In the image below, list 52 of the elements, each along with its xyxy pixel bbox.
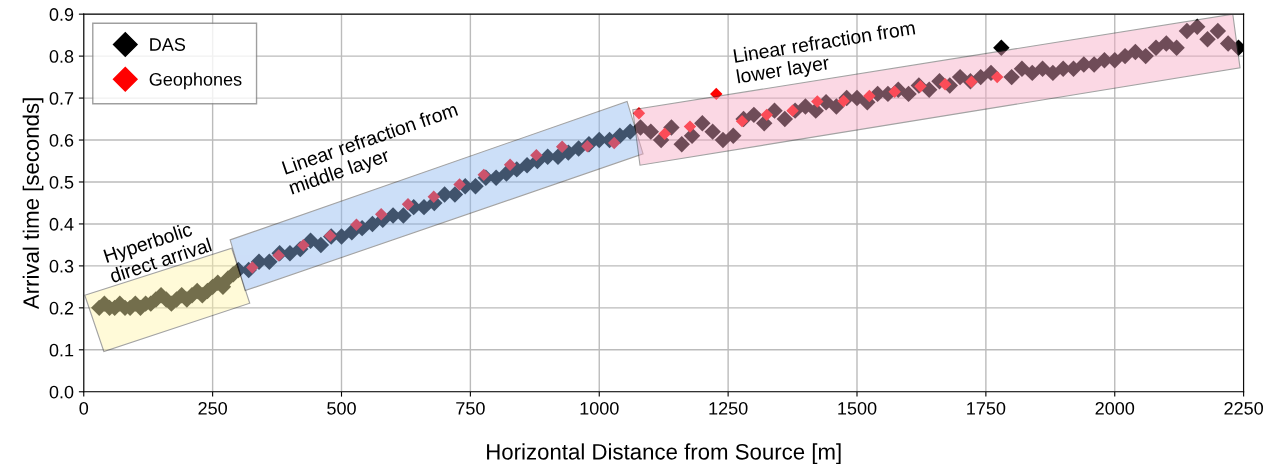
point <box>607 136 621 150</box>
y-tick-label: 0.8 <box>49 50 74 63</box>
point <box>503 158 517 171</box>
point <box>786 104 799 117</box>
y-tick-label: 0.3 <box>49 259 74 273</box>
y-tick-label: 0.2 <box>49 301 74 315</box>
x-axis-title: Horizontal Distance from Source [m] <box>487 443 841 465</box>
point <box>530 148 543 162</box>
point <box>297 239 310 252</box>
point <box>914 80 927 93</box>
point <box>581 140 594 153</box>
point <box>453 178 466 191</box>
y-tick-label: 0.1 <box>49 343 74 357</box>
x-tick-label: 250 <box>198 401 227 415</box>
x-tick-label: 1500 <box>838 401 877 415</box>
y-tick-label: 0.9 <box>49 8 74 21</box>
legend-label: Geophones <box>149 72 242 90</box>
point <box>658 127 671 140</box>
y-tick-label: 0.4 <box>49 217 74 231</box>
point <box>632 106 646 120</box>
point <box>811 95 824 108</box>
point <box>863 89 876 103</box>
y-tick-label: 0.6 <box>49 133 74 147</box>
point <box>991 70 1004 84</box>
x-tick-label: 1250 <box>709 401 748 415</box>
point <box>760 108 773 122</box>
x-tick-label: 750 <box>456 401 485 415</box>
point <box>350 218 363 231</box>
point <box>374 208 388 221</box>
point <box>837 94 850 108</box>
x-tick-label: 500 <box>327 401 356 415</box>
point <box>888 85 901 98</box>
x-tick-label: 2250 <box>1224 401 1263 415</box>
point <box>427 190 440 203</box>
annotation: Linear refraction from lower layer <box>733 20 916 88</box>
point <box>401 198 415 211</box>
point <box>477 168 490 182</box>
point <box>710 87 723 101</box>
x-tick-label: 2000 <box>1095 401 1135 415</box>
x-tick-label: 1000 <box>580 401 619 415</box>
x-tick-label: 0 <box>79 401 89 415</box>
legend-label: DAS <box>150 38 186 51</box>
point <box>555 140 569 153</box>
x-tick-label: 1750 <box>967 401 1006 415</box>
point <box>272 249 285 262</box>
y-tick-label: 0.7 <box>49 92 74 105</box>
y-tick-label: 0.0 <box>49 385 74 399</box>
point <box>683 120 697 133</box>
y-tick-label: 0.5 <box>49 175 74 189</box>
y-axis-title: Arrival time [seconds] <box>22 98 44 310</box>
point <box>735 114 749 128</box>
point <box>938 78 952 91</box>
